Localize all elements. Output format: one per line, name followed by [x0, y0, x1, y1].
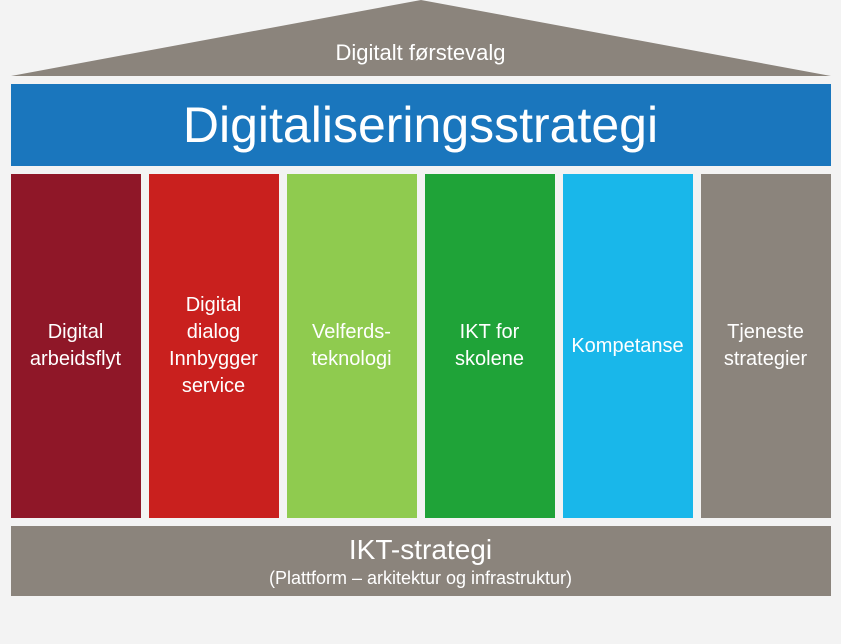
banner: Digitaliseringsstrategi — [11, 84, 831, 166]
pillar-1: Digital dialog Innbygger service — [149, 174, 279, 518]
base-subtitle: (Plattform – arkitektur og infrastruktur… — [269, 568, 572, 589]
strategy-house-diagram: Digitalt førstevalg Digitaliseringsstrat… — [11, 0, 831, 596]
roof-section: Digitalt førstevalg — [11, 0, 831, 76]
pillars-row: Digital arbeidsflytDigital dialog Innbyg… — [11, 174, 831, 518]
base-title: IKT-strategi — [349, 534, 492, 566]
base-section: IKT-strategi (Plattform – arkitektur og … — [11, 526, 831, 596]
pillar-2: Velferds-teknologi — [287, 174, 417, 518]
pillar-0: Digital arbeidsflyt — [11, 174, 141, 518]
pillar-3: IKT for skolene — [425, 174, 555, 518]
banner-label: Digitaliseringsstrategi — [183, 96, 658, 154]
pillar-4: Kompetanse — [563, 174, 693, 518]
roof-label: Digitalt førstevalg — [11, 40, 831, 66]
pillar-5: Tjeneste strategier — [701, 174, 831, 518]
